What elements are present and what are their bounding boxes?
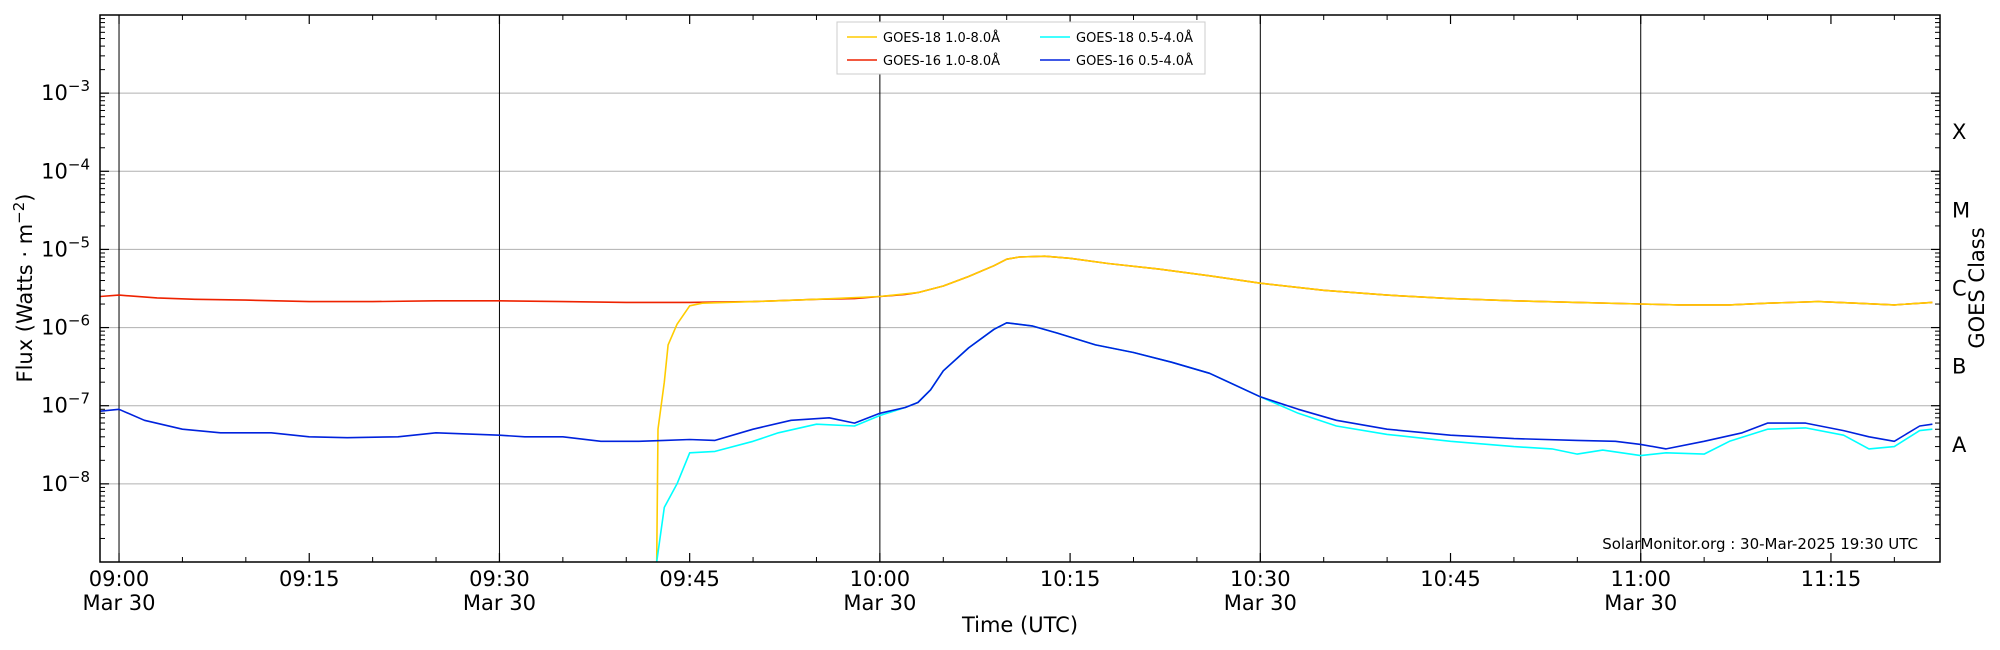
goes-class-label: M: [1952, 198, 1970, 222]
x-tick-label: 09:00: [89, 567, 150, 591]
legend: GOES-18 1.0-8.0Å GOES-16 1.0-8.0Å GOES-18 …: [836, 21, 1206, 75]
x-tick-date-label: Mar 30: [1224, 591, 1297, 615]
x-tick-label: 11:00: [1610, 567, 1671, 591]
x-tick-label: 10:45: [1420, 567, 1481, 591]
x-tick-date-label: Mar 30: [83, 591, 156, 615]
series-line-goes-16-0-5-4-0: [100, 322, 1933, 450]
series-line-goes-18-1-0-8-0: [655, 255, 1933, 562]
x-tick-label: 10:30: [1230, 567, 1291, 591]
y-tick-label: 10−3: [41, 77, 90, 105]
legend-label: GOES-16 0.5-4.0Å: [1076, 53, 1193, 69]
goes-class-label: X: [1952, 120, 1966, 144]
x-tick-label: 10:15: [1040, 567, 1101, 591]
series-layer: [100, 255, 1933, 562]
legend-label: GOES-18 1.0-8.0Å: [883, 30, 1000, 46]
right-axis-title: GOES Class: [1965, 227, 1989, 348]
legend-box: [836, 21, 1206, 75]
grid-layer: [100, 15, 1940, 562]
y-tick-label: 10−7: [41, 390, 90, 418]
x-tick-label: 09:30: [469, 567, 530, 591]
x-tick-date-label: Mar 30: [1604, 591, 1677, 615]
y-axis-title: Flux (Watts · m−2): [10, 193, 37, 382]
x-tick-label: 10:00: [850, 567, 911, 591]
x-tick-date-label: Mar 30: [843, 591, 916, 615]
legend-label: GOES-18 0.5-4.0Å: [1076, 30, 1193, 46]
legend-label: GOES-16 1.0-8.0Å: [883, 53, 1000, 69]
credit-text: SolarMonitor.org : 30-Mar-2025 19:30 UTC: [1602, 535, 1918, 553]
goes-class-label: A: [1952, 433, 1967, 457]
x-tick-date-label: Mar 30: [463, 591, 536, 615]
y-tick-label: 10−4: [41, 155, 90, 183]
tick-layer: [100, 15, 1940, 562]
y-tick-label: 10−6: [41, 312, 90, 340]
y-tick-label: 10−5: [41, 233, 90, 261]
goes-class-label: C: [1952, 277, 1967, 301]
plot-frame: [99, 14, 1941, 563]
x-tick-label: 09:15: [279, 567, 340, 591]
x-tick-label: 11:15: [1801, 567, 1862, 591]
goes-class-label: B: [1952, 355, 1966, 379]
y-tick-label: 10−8: [41, 468, 90, 496]
x-tick-label: 09:45: [659, 567, 720, 591]
x-axis-title: Time (UTC): [961, 613, 1078, 637]
